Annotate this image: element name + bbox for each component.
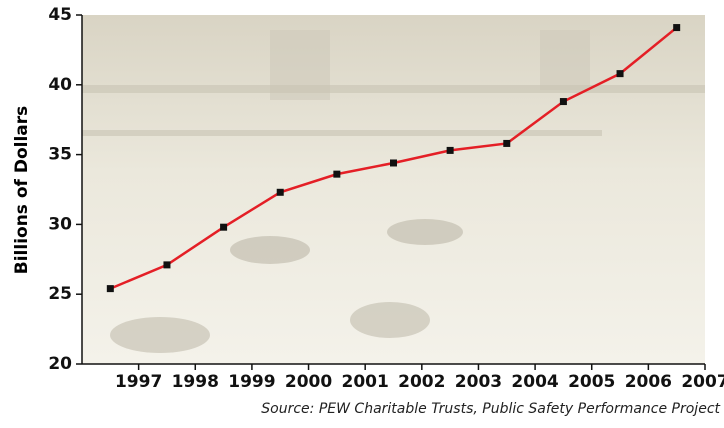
marker — [107, 285, 114, 292]
marker — [673, 24, 680, 31]
marker — [220, 224, 227, 231]
y-tick-label: 25 — [48, 284, 72, 304]
x-tick-label: 2001 — [342, 372, 389, 392]
chart: Billions of Dollars Source: PEW Charitab… — [0, 0, 724, 428]
x-tick-label: 2002 — [398, 372, 445, 392]
x-tick-label: 2004 — [511, 372, 558, 392]
x-tick-label: 1998 — [172, 372, 219, 392]
marker — [390, 159, 397, 166]
marker — [617, 70, 624, 77]
y-tick-label: 35 — [48, 145, 72, 165]
y-tick-label: 40 — [48, 75, 72, 95]
x-tick-label: 2006 — [625, 372, 672, 392]
x-tick-label: 1997 — [115, 372, 162, 392]
x-tick-label: 2007 — [681, 372, 724, 392]
y-tick-label: 20 — [48, 354, 72, 374]
marker — [560, 98, 567, 105]
x-tick-label: 2000 — [285, 372, 332, 392]
marker — [333, 171, 340, 178]
x-tick-label: 2005 — [568, 372, 615, 392]
source-note: Source: PEW Charitable Trusts, Public Sa… — [261, 401, 720, 417]
marker — [277, 189, 284, 196]
y-axis-label: Billions of Dollars — [12, 106, 32, 275]
y-tick-label: 45 — [48, 5, 72, 25]
y-tick-label: 30 — [48, 214, 72, 234]
marker — [503, 140, 510, 147]
marker — [447, 147, 454, 154]
marker — [163, 261, 170, 268]
background-photo — [82, 15, 705, 364]
x-tick-label: 2003 — [455, 372, 502, 392]
x-tick-label: 1999 — [228, 372, 275, 392]
